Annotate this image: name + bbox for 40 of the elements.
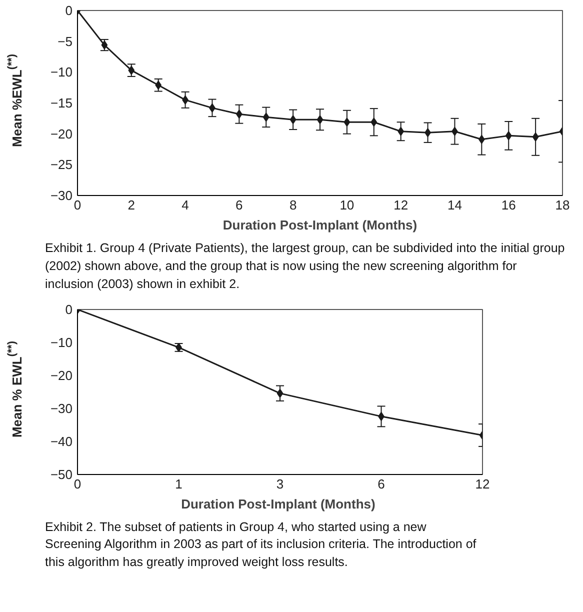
point xyxy=(344,118,350,127)
point xyxy=(505,131,512,140)
x-tick-label: 12 xyxy=(394,198,408,212)
x-tick-label: 14 xyxy=(447,198,462,212)
y-tick-label: −30 xyxy=(50,188,73,203)
point xyxy=(316,115,324,124)
y-tick-label: −20 xyxy=(50,126,73,142)
x-tick-label: 10 xyxy=(340,198,354,212)
x-tick-label: 12 xyxy=(475,476,490,492)
x-axis-title: Duration Post-Implant (Months) xyxy=(222,218,418,232)
x-tick-label: 1 xyxy=(175,476,182,492)
y-tick-label: −50 xyxy=(50,466,73,482)
x-tick-label: 8 xyxy=(289,198,297,212)
y-tick-label: 0 xyxy=(65,3,73,18)
x-tick-label: 6 xyxy=(236,198,243,212)
y-tick-label: −25 xyxy=(50,157,73,172)
y-tick-label: −20 xyxy=(50,368,73,383)
x-tick-label: 2 xyxy=(128,198,136,212)
y-tick-label: −10 xyxy=(50,64,73,80)
y-tick-label: −10 xyxy=(50,334,73,350)
text: Exhibit 1. Group 4 (Private Patients), the largest group, can be subdivided into the initial group (2002) shown above, and the group that is now using the new screening algorithm for inclusion (2003) shown in exhibit 2. xyxy=(45,240,565,293)
point xyxy=(276,388,284,398)
point xyxy=(532,132,539,142)
x-tick-label: 18 xyxy=(555,198,570,212)
y-tick-label: −40 xyxy=(50,434,73,449)
y-tick-label: 0 xyxy=(65,302,73,317)
y-tick-label: −15 xyxy=(50,96,73,110)
x-tick-label: 16 xyxy=(501,198,516,212)
x-axis-title: Duration Post-Implant (Months) xyxy=(181,496,376,512)
x-tick-label: 4 xyxy=(182,198,189,212)
point xyxy=(370,118,378,127)
text: Exhibit 2. The subset of patients in Group 4, who started using a new Screening Algorithm in 2003 as part of its inclusion criteria. The introduction of this algorithm has greatly improved weight loss results. xyxy=(45,518,478,572)
point xyxy=(128,66,135,75)
x-tick-label: 3 xyxy=(276,476,284,492)
point xyxy=(101,40,108,50)
x-tick-label: 6 xyxy=(378,476,385,492)
point xyxy=(290,115,296,124)
y-tick-label: −30 xyxy=(50,400,73,416)
y-tick-label: −5 xyxy=(58,34,73,49)
point xyxy=(262,112,270,122)
